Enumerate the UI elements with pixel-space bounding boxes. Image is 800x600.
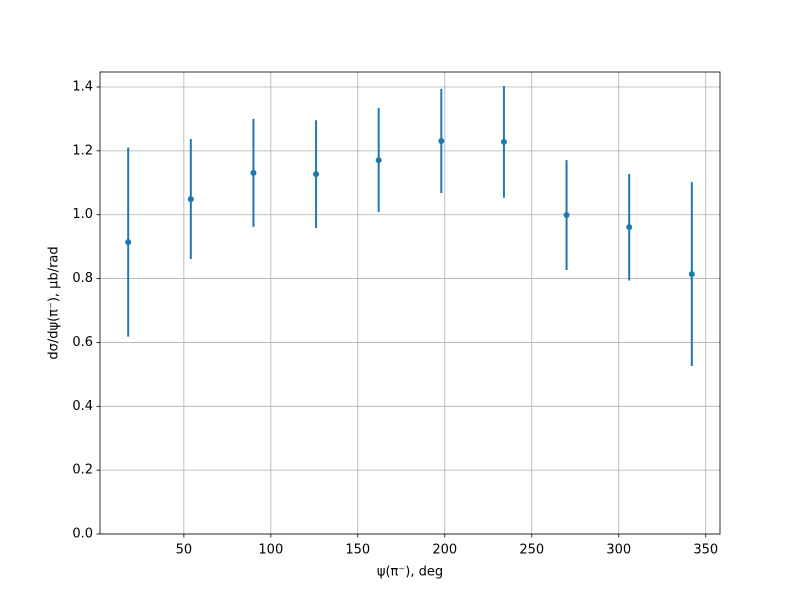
data-point [375,157,382,164]
y-tick-label: 0.0 [72,527,93,542]
y-tick-label: 0.2 [72,463,93,478]
data-point [187,196,194,203]
data-point [626,224,633,231]
x-tick-label: 50 [176,543,193,558]
plot-frame [99,71,721,535]
data-point [500,138,507,145]
x-axis-label: ψ(π⁻), deg [377,565,443,580]
x-tick-label: 300 [606,543,631,558]
data-point [688,271,695,278]
data-point [313,171,320,178]
y-axis-label: dσ/dψ(π⁻), μb/rad [47,246,62,359]
y-tick-label: 0.6 [72,335,93,350]
data-point [563,212,570,219]
y-tick-label: 1.0 [72,207,93,222]
x-tick-label: 250 [519,543,544,558]
y-tick-label: 1.2 [72,143,93,158]
data-point [125,239,132,246]
x-tick-label: 350 [693,543,718,558]
y-tick-label: 1.4 [72,80,93,95]
y-tick-label: 0.8 [72,271,93,286]
x-tick-label: 100 [258,543,283,558]
y-tick-label: 0.4 [72,399,93,414]
x-tick-label: 150 [345,543,370,558]
x-tick-label: 200 [432,543,457,558]
data-point [438,137,445,144]
data-point [250,169,257,176]
